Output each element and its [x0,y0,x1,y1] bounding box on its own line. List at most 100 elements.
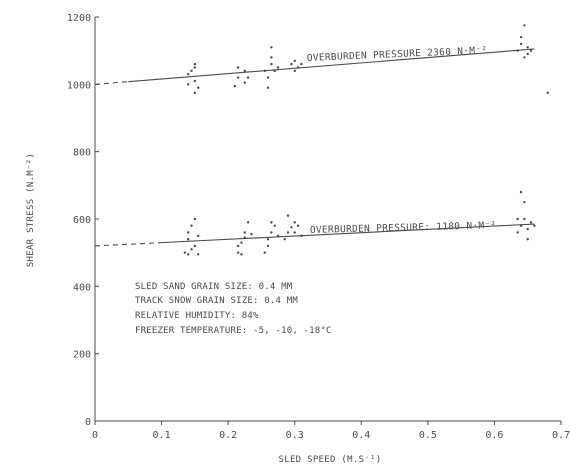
data-point [267,245,269,247]
y-tick-label: 200 [73,350,91,361]
y-tick-label: 0 [85,417,91,428]
fit-line-dashed-0 [95,82,128,85]
data-point [240,253,242,255]
x-tick-label: 0.4 [352,430,370,441]
y-tick-label: 800 [73,148,91,159]
data-point [190,248,192,250]
data-point [300,235,302,237]
data-point [197,235,199,237]
data-point [264,251,266,253]
data-point [187,253,189,255]
data-point [523,218,525,220]
data-point [533,225,535,227]
data-point [194,80,196,82]
data-point [270,221,272,223]
data-point [264,70,266,72]
data-point [267,87,269,89]
annotation-track-snow: TRACK SNOW GRAIN SIZE: 0.4 MM [135,296,298,306]
data-point [294,221,296,223]
data-point [527,238,529,240]
data-point [187,83,189,85]
data-point [527,46,529,48]
data-point [287,231,289,233]
data-point [194,218,196,220]
y-axis-title: SHEAR STRESS (N.M⁻²) [26,153,36,267]
data-point [190,70,192,72]
data-point [184,251,186,253]
data-point [190,225,192,227]
data-point [297,225,299,227]
x-axis-title: SLED SPEED (M.S⁻¹) [279,455,382,465]
x-tick-label: 0.7 [552,430,570,441]
data-point [244,236,246,238]
data-point [187,231,189,233]
data-point [520,225,522,227]
data-point [277,66,279,68]
series-lines [95,49,534,246]
data-point [270,46,272,48]
data-point [546,92,548,94]
data-point [240,241,242,243]
data-point [247,221,249,223]
data-point [520,191,522,193]
data-point [194,245,196,247]
y-tick-label: 600 [73,215,91,226]
data-point [270,63,272,65]
data-point [287,214,289,216]
data-point [267,238,269,240]
x-tick-label: 0.5 [419,430,437,441]
data-point [277,235,279,237]
annotation-humidity: RELATIVE HUMIDITY: 84% [135,311,259,321]
x-tick-label: 0.3 [286,430,304,441]
data-point [244,70,246,72]
annotation-sled-sand: SLED SAND GRAIN SIZE: 0.4 MM [135,282,293,292]
series-label-2360: OVERBURDEN PRESSURE 2360 N·M⁻² [307,45,488,64]
y-tick-label: 1000 [67,80,91,91]
annotation-freezer-temp: FREEZER TEMPERATURE: -5, -10, -18°C [135,326,332,336]
data-point [237,66,239,68]
data-point [270,231,272,233]
data-point [194,92,196,94]
data-point [194,63,196,65]
data-point [520,43,522,45]
fit-line-dashed-1 [95,243,162,246]
series-label-1180: OVERBURDEN PRESSURE: 1180 N·M⁻² [310,220,497,236]
x-tick-label: 0.1 [153,430,171,441]
data-point [297,66,299,68]
data-point [197,87,199,89]
data-point [187,238,189,240]
x-tick-label: 0.6 [485,430,503,441]
data-point [523,201,525,203]
data-point [530,221,532,223]
data-point [274,225,276,227]
data-point [237,251,239,253]
data-point [250,233,252,235]
data-point [294,70,296,72]
data-point [290,63,292,65]
data-point [523,56,525,58]
y-tick-label: 400 [73,282,91,293]
data-point [244,231,246,233]
data-point [270,56,272,58]
data-point [234,85,236,87]
data-point [530,49,532,51]
data-point [267,76,269,78]
data-point [517,49,519,51]
x-tick-label: 0 [92,430,98,441]
y-tick-label: 1200 [67,13,91,24]
data-point [187,73,189,75]
data-point [294,60,296,62]
data-point [274,70,276,72]
data-point [194,66,196,68]
data-point [197,253,199,255]
data-point [284,238,286,240]
data-point [247,76,249,78]
data-point [237,76,239,78]
data-point [294,231,296,233]
x-tick-label: 0.2 [219,430,237,441]
data-point [527,53,529,55]
data-point [523,24,525,26]
data-point [237,245,239,247]
data-point [300,63,302,65]
